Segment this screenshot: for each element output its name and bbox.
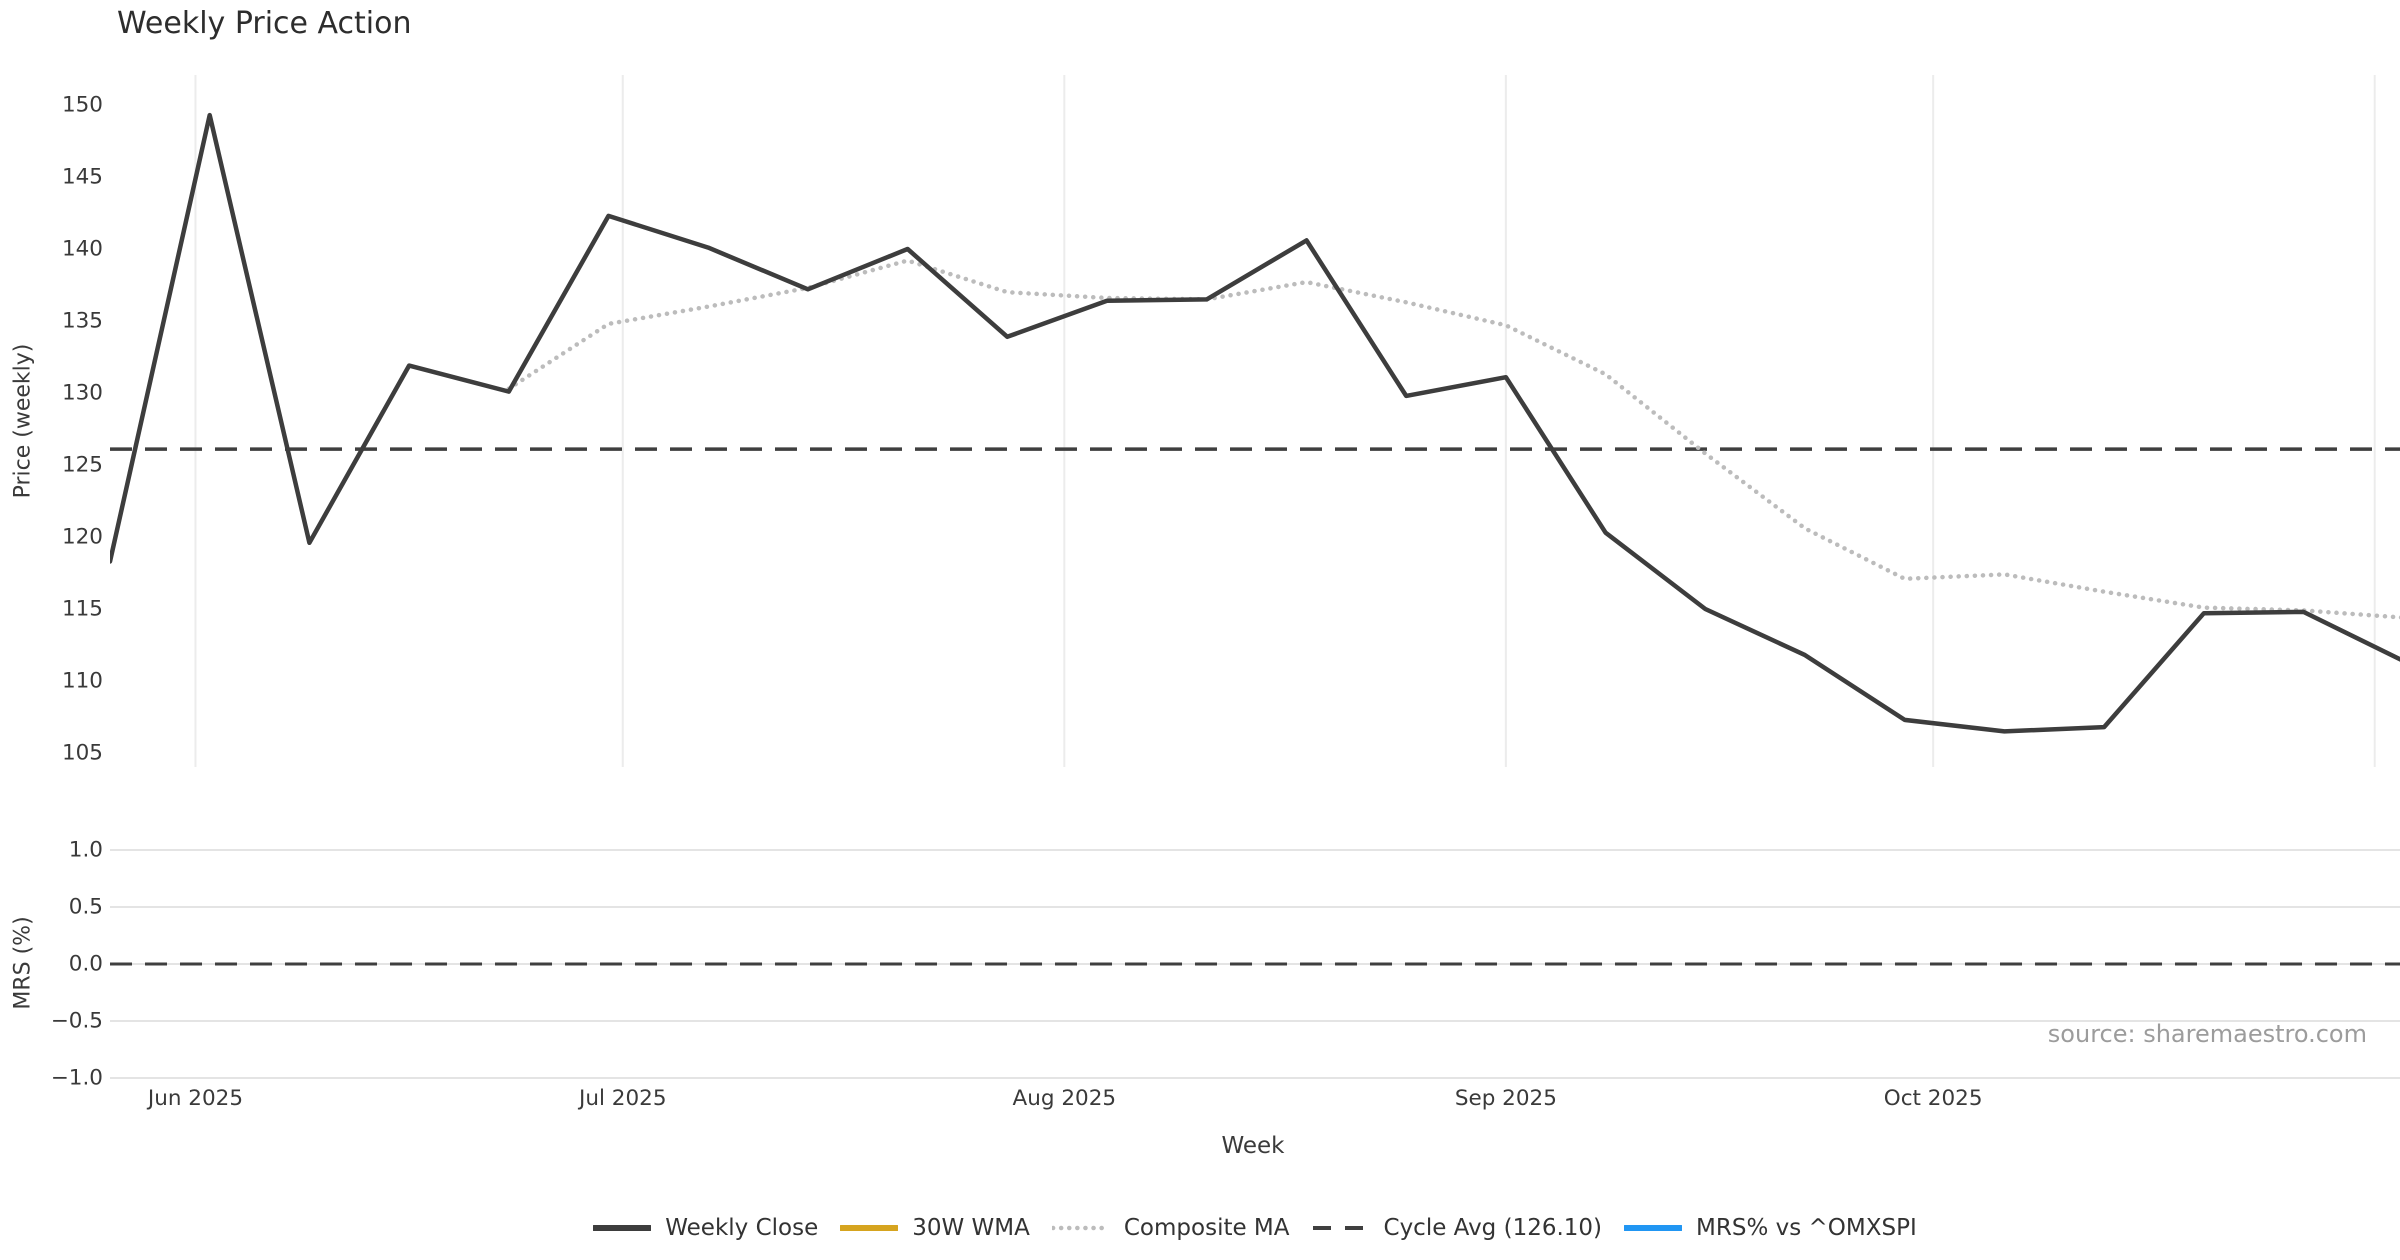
composite-ma-line <box>506 258 2400 620</box>
chart-title: Weekly Price Action <box>117 6 412 41</box>
mrs-tick-label: 0.0 <box>69 952 103 977</box>
price-tick-label: 110 <box>62 669 103 694</box>
legend-label: Composite MA <box>1123 1215 1290 1241</box>
legend: Weekly Close 30W WMA Composite MA Cycle Avg… <box>110 1206 2400 1250</box>
price-tick-label: 120 <box>62 525 103 550</box>
legend-label: Cycle Avg (126.10) <box>1383 1215 1603 1241</box>
legend-item: MRS% vs ^OMXSPI <box>1624 1215 1917 1241</box>
price-tick-label: 105 <box>62 741 103 766</box>
price-tick-label: 135 <box>62 309 103 334</box>
mrs-axis-label: MRS (%) <box>10 916 36 1010</box>
x-tick-label: Aug 2025 <box>1013 1086 1117 1111</box>
price-axis-label: Price (weekly) <box>10 343 36 499</box>
x-tick-label: Oct 2025 <box>1884 1086 1983 1111</box>
legend-solid-swatch-icon <box>593 1225 652 1231</box>
x-axis-label: Week <box>1221 1133 1285 1159</box>
price-tick-label: 130 <box>62 381 103 406</box>
price-tick-label: 140 <box>62 237 103 262</box>
mrs-tick-label: 0.5 <box>69 895 103 920</box>
legend-dotted-swatch-icon <box>1051 1225 1110 1231</box>
legend-item: Cycle Avg (126.10) <box>1312 1215 1603 1241</box>
legend-item: 30W WMA <box>840 1215 1030 1241</box>
mrs-tick-label: 1.0 <box>69 838 103 863</box>
x-tick-label: Jun 2025 <box>146 1086 243 1111</box>
price-tick-label: 115 <box>62 597 103 622</box>
legend-solid-swatch-icon <box>1624 1225 1683 1231</box>
weekly-close-line <box>110 112 2400 734</box>
legend-item: Weekly Close <box>593 1215 818 1241</box>
mrs-tick-label: −1.0 <box>51 1066 103 1091</box>
legend-solid-swatch-icon <box>840 1225 899 1231</box>
legend-label: MRS% vs ^OMXSPI <box>1696 1215 1917 1241</box>
legend-item: Composite MA <box>1051 1215 1290 1241</box>
price-tick-label: 145 <box>62 165 103 190</box>
source-attribution: source: sharemaestro.com <box>2047 1020 2367 1048</box>
x-tick-label: Sep 2025 <box>1455 1086 1557 1111</box>
mrs-tick-label: −0.5 <box>51 1009 103 1034</box>
legend-dashed-swatch-icon <box>1312 1226 1369 1230</box>
price-tick-label: 125 <box>62 453 103 478</box>
legend-label: 30W WMA <box>912 1215 1030 1241</box>
legend-label: Weekly Close <box>665 1215 819 1241</box>
price-tick-label: 150 <box>62 93 103 118</box>
x-tick-label: Jul 2025 <box>577 1086 667 1111</box>
